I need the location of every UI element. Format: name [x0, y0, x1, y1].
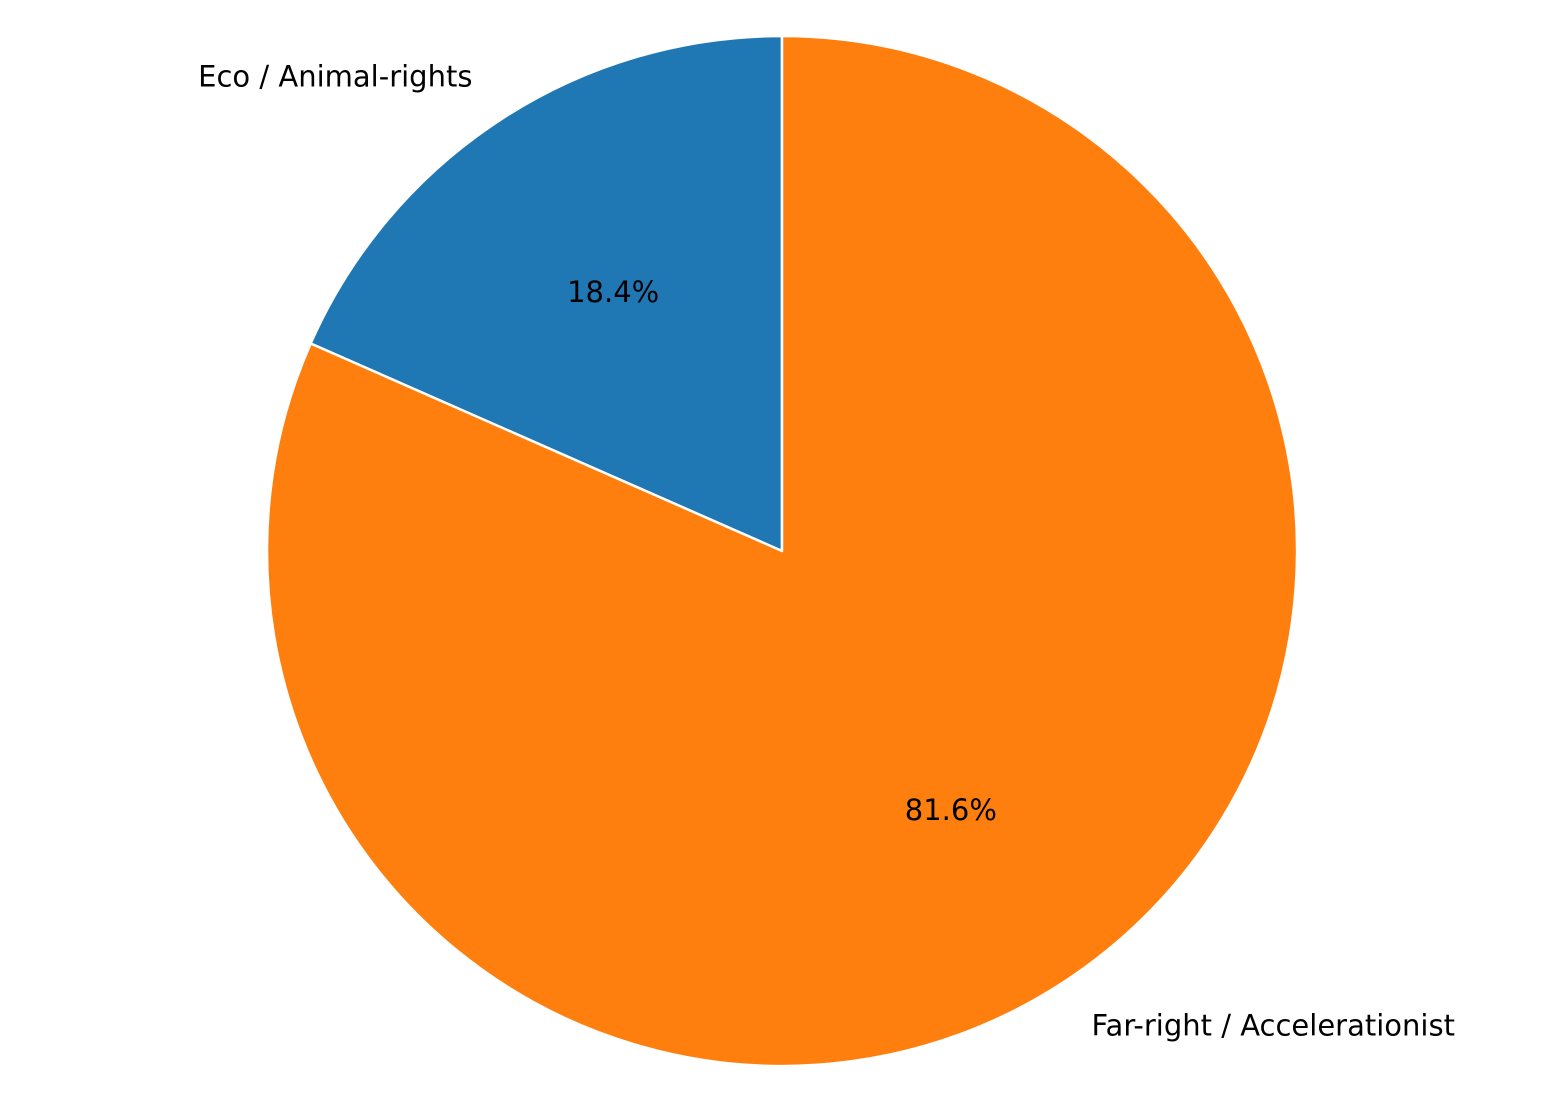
pie-category-label-1: Far-right / Accelerationist: [1092, 1008, 1455, 1042]
pie-percent-label-0: 18.4%: [567, 275, 659, 309]
pie-slice-1: [265, 34, 1299, 1068]
pie-percent-label-1: 81.6%: [905, 793, 997, 827]
pie-category-label-0: Eco / Animal-rights: [198, 60, 472, 94]
pie-slices: [265, 34, 1299, 1068]
pie-slice-0: [309, 34, 784, 553]
pie-labels: 18.4% Eco / Animal-rights 81.6% Far-right /…: [198, 60, 1455, 1043]
